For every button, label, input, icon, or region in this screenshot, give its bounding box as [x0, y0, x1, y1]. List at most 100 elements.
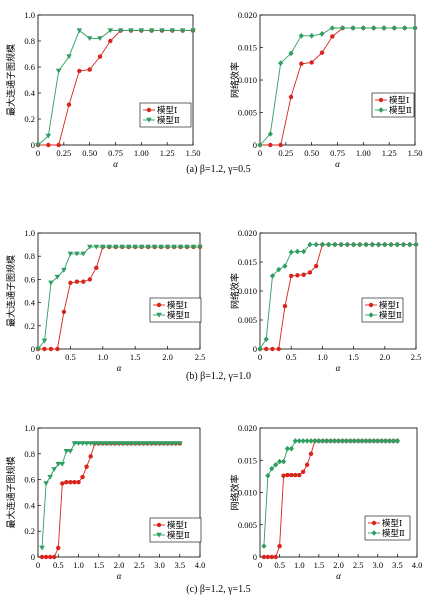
- data-point-5-1-24: [355, 438, 361, 444]
- data-point-2-1-10: [100, 244, 106, 250]
- y-axis-label-4: 最大连通子图规模: [5, 456, 16, 528]
- x-tick-label-4-5: 2.5: [134, 560, 145, 570]
- data-point-1-1-6: [319, 31, 325, 37]
- series-line-0-0: [38, 30, 193, 146]
- data-point-5-1-22: [347, 438, 353, 444]
- data-point-5-1-20: [339, 438, 346, 444]
- data-point-4-1-27: [148, 441, 155, 447]
- data-point-2-1-13: [119, 244, 126, 250]
- x-tick-label-4-7: 3.5: [174, 560, 185, 570]
- y-axis-label-3: 网络效率: [229, 273, 240, 309]
- data-point-3-1-20: [382, 241, 388, 248]
- data-point-4-0-6: [64, 479, 69, 485]
- x-tick-label-5-1: 0.5: [274, 560, 285, 570]
- data-point-2-1-23: [184, 244, 190, 250]
- y-tick-label-0-0: 0: [31, 140, 35, 150]
- data-point-4-1-19: [116, 441, 122, 447]
- data-point-2-1-19: [158, 244, 164, 250]
- data-point-0-0-4: [77, 68, 82, 74]
- data-point-2-0-6: [74, 279, 80, 284]
- x-tick-label-2-3: 1.5: [130, 352, 141, 362]
- y-axis-label-2: 最大连通子图规模: [5, 255, 16, 327]
- data-point-4-0-5: [60, 481, 65, 486]
- data-point-4-1-26: [144, 441, 151, 447]
- data-point-3-1-17: [363, 241, 369, 248]
- x-tick-label-4-6: 3.0: [154, 560, 165, 570]
- y-tick-label-0-2: 0.4: [24, 88, 35, 98]
- y-tick-label-4-3: 0.6: [24, 475, 35, 485]
- data-point-4-0-3: [52, 554, 57, 560]
- x-tick-label-3-5: 2.5: [411, 352, 422, 362]
- data-point-1-1-15: [412, 25, 418, 31]
- y-axis-label-0: 最大连通子图规模: [5, 44, 16, 116]
- x-tick-label-1-3: 0.75: [330, 148, 345, 158]
- data-point-2-1-20: [164, 244, 171, 250]
- x-tick-label-3-2: 1.0: [317, 352, 328, 362]
- legend-marker-3-0: [368, 302, 374, 308]
- data-point-3-0-9: [313, 263, 319, 269]
- series-line-0-1: [37, 29, 193, 146]
- data-point-3-0-6: [295, 273, 300, 278]
- x-tick-label-5-2: 1.0: [294, 560, 305, 570]
- y-tick-label-2-2: 0.4: [24, 298, 35, 308]
- y-tick-label-1-2: 0.010: [238, 75, 257, 85]
- legend-label-2-0: 模型Ⅰ: [167, 300, 187, 310]
- data-point-4-1-25: [140, 441, 147, 447]
- data-point-4-1-2: [47, 474, 53, 480]
- data-point-2-1-1: [41, 338, 48, 344]
- data-point-3-1-8: [307, 241, 313, 248]
- x-tick-label-2-1: 0.5: [65, 352, 76, 362]
- y-tick-label-1-0: 0: [253, 140, 257, 150]
- x-tick-label-1-5: 1.25: [382, 148, 397, 158]
- series-line-1-1: [259, 27, 415, 146]
- x-axis-label-1: α: [335, 159, 340, 169]
- data-point-1-0-2: [278, 142, 283, 148]
- legend-label-0-1: 模型Ⅱ: [157, 115, 180, 125]
- data-point-2-1-24: [190, 244, 197, 250]
- data-point-0-1-10: [138, 28, 145, 34]
- data-point-5-1-26: [363, 438, 369, 444]
- x-tick-label-0-1: 0.25: [56, 148, 71, 158]
- legend-box-1: [371, 92, 415, 118]
- data-point-3-1-0: [257, 346, 263, 352]
- data-point-1-1-12: [381, 25, 387, 31]
- data-point-3-1-18: [369, 241, 375, 248]
- data-point-3-1-3: [276, 266, 282, 273]
- data-point-3-1-22: [394, 241, 400, 248]
- data-point-5-0-11: [304, 462, 310, 467]
- series-line-3-1: [259, 244, 416, 350]
- data-point-5-1-10: [300, 438, 306, 444]
- legend-label-3-1: 模型Ⅱ: [379, 310, 402, 320]
- data-point-4-0-11: [84, 464, 89, 469]
- series-line-3-0: [260, 244, 416, 350]
- data-point-2-1-25: [197, 244, 203, 250]
- data-point-4-1-8: [71, 441, 78, 447]
- x-tick-label-4-8: 4.0: [195, 560, 206, 570]
- legend-marker-2-1: [156, 312, 162, 318]
- data-point-0-1-15: [190, 28, 196, 34]
- data-point-0-1-14: [179, 28, 186, 34]
- legend-marker-4-1: [156, 532, 162, 538]
- data-point-2-0-9: [94, 265, 99, 270]
- data-point-1-1-0: [257, 142, 263, 148]
- data-point-3-1-15: [351, 241, 357, 248]
- data-point-5-1-1: [265, 472, 271, 479]
- x-tick-label-5-6: 3.0: [372, 560, 383, 570]
- data-point-4-1-21: [124, 441, 130, 447]
- y-tick-label-2-3: 0.6: [24, 274, 35, 284]
- data-point-1-1-1: [267, 131, 273, 137]
- data-point-2-1-14: [125, 244, 132, 250]
- legend-marker-0-0: [146, 107, 152, 113]
- data-point-4-1-4: [55, 461, 62, 467]
- x-axis-label-0: α: [113, 159, 118, 169]
- data-point-3-1-2: [269, 273, 276, 279]
- data-point-5-0-6: [285, 472, 290, 478]
- x-tick-label-1-1: 0.25: [278, 148, 293, 158]
- y-tick-label-5-2: 0.010: [238, 488, 257, 498]
- data-point-1-1-5: [309, 33, 315, 39]
- legend-label-5-0: 模型Ⅰ: [382, 518, 402, 528]
- data-point-5-1-32: [386, 438, 393, 444]
- x-tick-label-5-4: 2.0: [333, 560, 344, 570]
- data-point-3-1-25: [413, 241, 419, 248]
- data-point-2-1-6: [74, 251, 80, 257]
